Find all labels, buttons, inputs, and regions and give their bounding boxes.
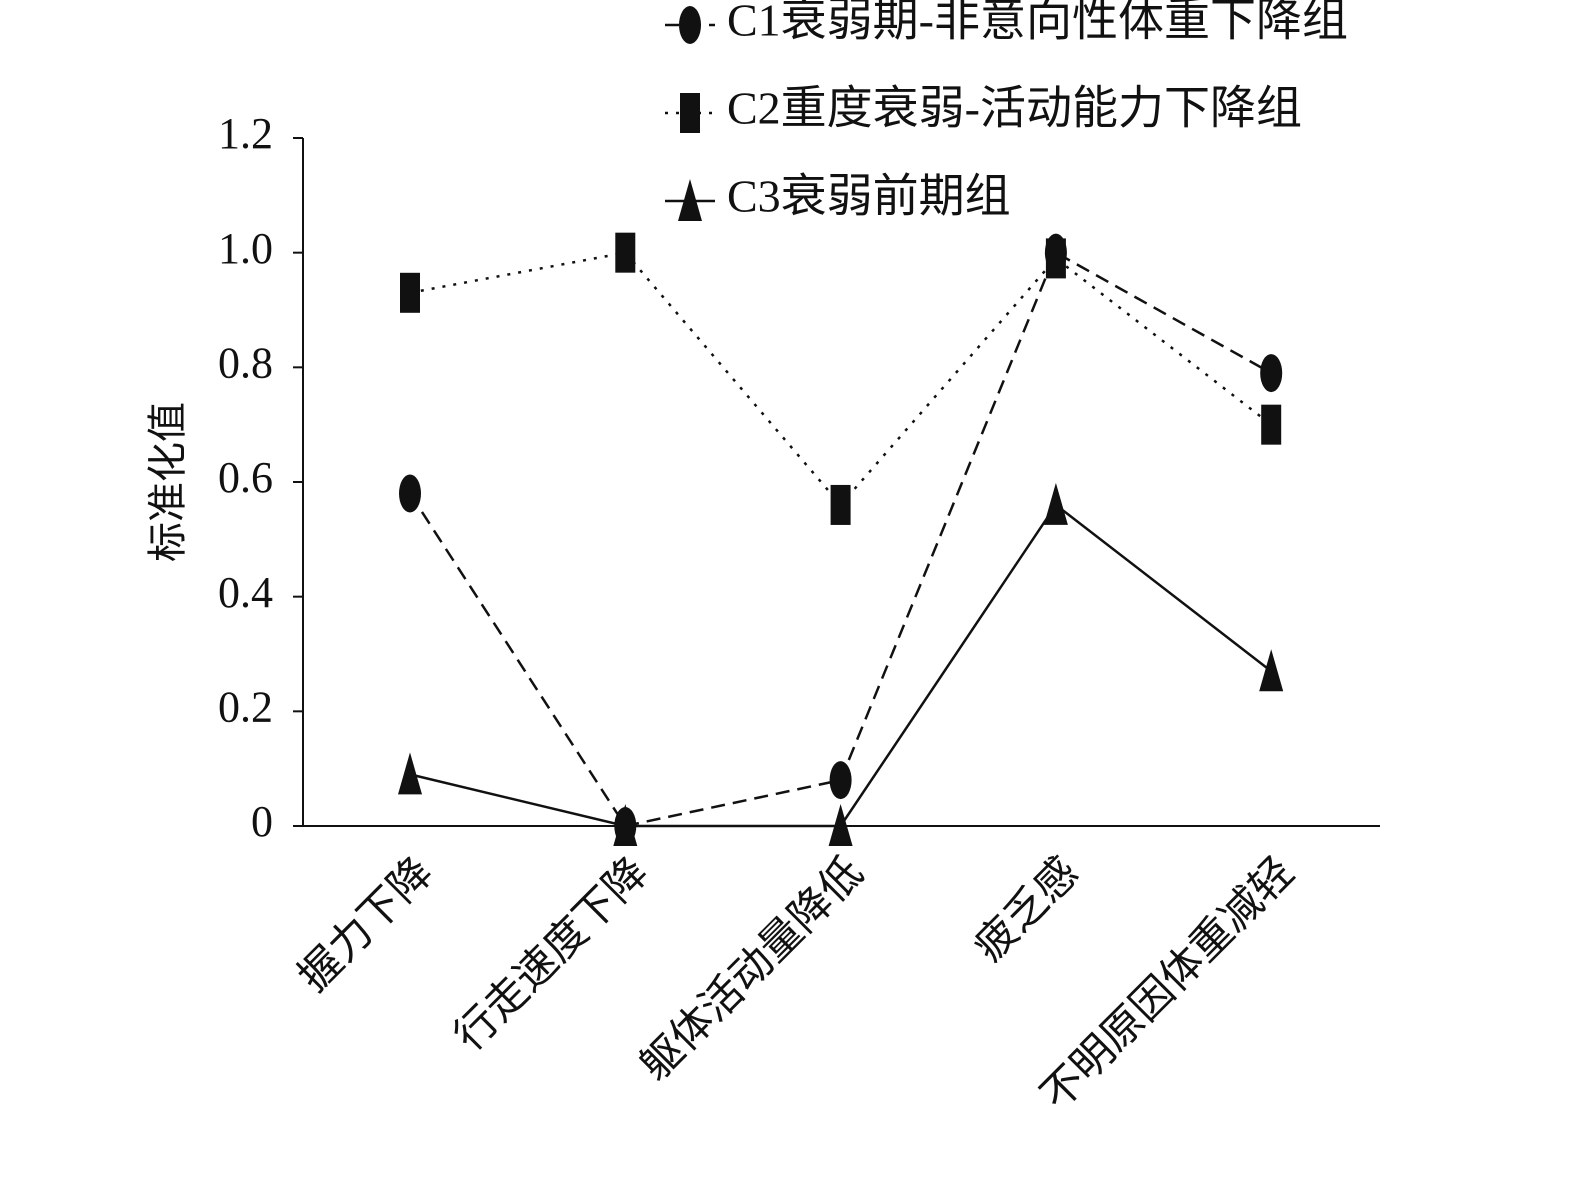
y-tick-label: 0.4 [218,568,273,617]
legend-marker [680,93,700,133]
x-tick-label: 行走速度下降 [446,849,657,1060]
legend-marker [678,179,702,221]
marker [398,752,422,795]
x-tick-label: 躯体活动量降低 [632,849,872,1089]
marker [828,804,853,846]
series-line [409,251,1272,507]
y-tick-label: 0.2 [218,682,273,731]
x-tick-label: 握力下降 [291,849,442,1000]
marker [615,232,636,273]
y-tick-label: 1.2 [218,109,273,158]
y-tick-label: 1.0 [218,224,273,273]
marker [1259,649,1284,692]
legend-label: C1衰弱期-非意向性体重下降组 [727,0,1348,46]
legend-label: C3衰弱前期组 [727,171,1011,222]
marker [399,474,421,513]
y-axis-label: 标准化值 [145,402,190,562]
y-tick-label: 0.8 [218,338,273,387]
marker [613,804,638,846]
x-tick-label: 疲乏感 [966,849,1088,971]
y-tick-label: 0.6 [218,453,273,502]
marker [829,761,852,800]
marker [1260,354,1283,393]
legend-label: C2重度衰弱-活动能力下降组 [727,83,1302,134]
marker [1261,404,1282,445]
series-line [408,250,1272,828]
y-tick-label: 0 [251,797,273,846]
marker [830,484,851,525]
legend-marker [679,6,701,44]
marker [1045,238,1066,279]
marker [1043,482,1068,525]
marker [400,272,420,313]
